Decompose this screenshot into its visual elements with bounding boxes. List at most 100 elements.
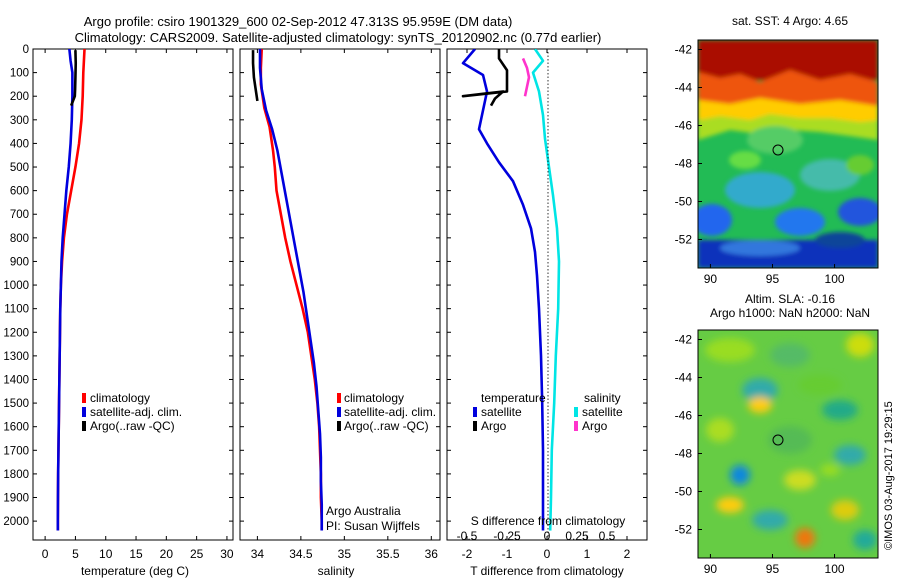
- map-x-tick-label: 100: [825, 272, 845, 286]
- y-tick-label: 500: [10, 162, 29, 174]
- x-tick-label: 34: [251, 547, 265, 561]
- legend-swatch-argo: [82, 421, 86, 431]
- series-line-satellite-adj-clim-: [56, 49, 74, 531]
- legend-label-argo: Argo(..raw -QC): [90, 419, 175, 433]
- map-y-tick-label: -42: [675, 43, 693, 57]
- y-tick-label: 200: [10, 91, 29, 103]
- s-tick-label: 0.25: [565, 529, 589, 543]
- legend-label-temp-satellite: satellite: [481, 405, 522, 419]
- map-y-tick-label: -48: [675, 157, 693, 171]
- legend-swatch-climatology: [337, 393, 341, 403]
- x-tick-label: 1: [584, 547, 591, 561]
- x-tick-label: 5: [72, 547, 79, 561]
- sst-argo-location-marker: [772, 144, 784, 156]
- y-tick-label: 600: [10, 186, 29, 198]
- title-line-2: Climatology: CARS2009. Satellite-adjuste…: [75, 30, 602, 45]
- salinity-annotation-2: PI: Susan Wijffels: [326, 519, 420, 533]
- sst-map-title: sat. SST: 4 Argo: 4.65: [732, 14, 848, 28]
- series-line-salinity-satellite: [531, 49, 561, 531]
- legend-swatch-argo: [337, 421, 341, 431]
- difference-axes: -2 -1 0 1 2 -0.5 -0.25 0 0.25 0.5: [447, 48, 647, 561]
- y-tick-label: 2000: [3, 516, 29, 528]
- map-y-tick-label: -42: [675, 333, 693, 347]
- y-tick-label: 1000: [3, 280, 29, 292]
- sla-map: [698, 330, 878, 558]
- x-tick-label: 35: [338, 547, 352, 561]
- sst-map: [698, 40, 878, 268]
- salinity-legend: climatology satellite-adj. clim. Argo(..…: [337, 391, 436, 433]
- map-x-tick-label: 95: [766, 272, 780, 286]
- legend-swatch-sal-satellite: [574, 407, 578, 417]
- y-tick-label: 1400: [3, 374, 29, 386]
- y-tick-label: 1500: [3, 398, 29, 410]
- x-tick-label: 15: [129, 547, 143, 561]
- y-tick-label: 1300: [3, 351, 29, 363]
- legend-label-satellite: satellite-adj. clim.: [90, 405, 182, 419]
- y-tick-label: 100: [10, 68, 29, 80]
- legend-title-temperature: temperature: [481, 391, 546, 405]
- temperature-axes: 0 5 10 15 20 25 300100200300400500600700800900…: [3, 44, 234, 561]
- legend-label-sal-satellite: satellite: [582, 405, 623, 419]
- x-tick-label: 34.5: [289, 547, 313, 561]
- sla-map-frame: [697, 329, 879, 559]
- sla-map-title-1: Altim. SLA: -0.16: [745, 292, 835, 306]
- difference-legend: temperature salinity satellite Argo sate…: [473, 391, 623, 433]
- map-x-tick-label: 95: [766, 562, 780, 576]
- map-y-tick-label: -44: [675, 371, 693, 385]
- x-tick-label: 2: [624, 547, 631, 561]
- x-tick-label: 20: [160, 547, 174, 561]
- y-tick-label: 1900: [3, 493, 29, 505]
- series-line-satellite-adj-clim-: [258, 49, 324, 531]
- s-tick-label: 0: [544, 529, 551, 543]
- map-y-tick-label: -46: [675, 409, 693, 423]
- sla-map-title-2: Argo h1000: NaN h2000: NaN: [710, 306, 870, 320]
- sla-argo-location-marker: [772, 434, 784, 446]
- difference-xlabel: T difference from climatology: [470, 564, 624, 578]
- s-tick-label: -0.25: [493, 529, 521, 543]
- x-tick-label: -2: [462, 547, 473, 561]
- y-tick-label: 900: [10, 256, 29, 268]
- temperature-plot-frame: [32, 48, 234, 541]
- temperature-legend: climatology satellite-adj. clim. Argo(..…: [82, 391, 182, 433]
- y-tick-label: 400: [10, 138, 29, 150]
- map-y-tick-label: -52: [675, 233, 693, 247]
- legend-label-argo: Argo(..raw -QC): [344, 419, 429, 433]
- salinity-annotation-1: Argo Australia: [326, 504, 401, 518]
- sla-map-axes: 90 95 100 -42 -44 -46 -48 -50 -52: [675, 333, 845, 577]
- series-line-argo-raw-qc-: [251, 50, 259, 102]
- y-tick-label: 700: [10, 209, 29, 221]
- legend-label-climatology: climatology: [90, 391, 150, 405]
- legend-swatch-satellite: [337, 407, 341, 417]
- y-tick-label: 1700: [3, 445, 29, 457]
- legend-label-satellite: satellite-adj. clim.: [344, 405, 436, 419]
- legend-swatch-temp-satellite: [473, 407, 477, 417]
- series-line-temperature-argo: [461, 49, 509, 107]
- temperature-xlabel: temperature (deg C): [81, 564, 189, 578]
- salinity-xlabel: salinity: [318, 564, 355, 578]
- salinity-plot-frame: [239, 48, 441, 541]
- y-tick-label: 1200: [3, 327, 29, 339]
- x-tick-label: 10: [99, 547, 113, 561]
- x-tick-label: 30: [220, 547, 234, 561]
- legend-label-climatology: climatology: [344, 391, 404, 405]
- y-tick-label: 800: [10, 233, 29, 245]
- legend-title-salinity: salinity: [584, 391, 621, 405]
- x-tick-label: -1: [502, 547, 513, 561]
- legend-label-sal-argo: Argo: [582, 419, 608, 433]
- map-y-tick-label: -50: [675, 485, 693, 499]
- map-y-tick-label: -44: [675, 81, 693, 95]
- legend-label-temp-argo: Argo: [481, 419, 507, 433]
- map-y-tick-label: -48: [675, 447, 693, 461]
- salinity-series: [251, 49, 324, 531]
- map-x-tick-label: 90: [704, 272, 718, 286]
- y-tick-label: 1800: [3, 469, 29, 481]
- y-tick-label: 1100: [4, 304, 29, 316]
- s-tick-label: -0.5: [457, 529, 478, 543]
- x-tick-label: 36: [425, 547, 439, 561]
- y-tick-label: 1600: [3, 422, 29, 434]
- legend-swatch-sal-argo: [574, 421, 578, 431]
- sst-map-frame: [697, 39, 879, 269]
- s-tick-label: 0.5: [599, 529, 616, 543]
- temperature-series: [56, 49, 86, 531]
- x-tick-label: 35.5: [376, 547, 400, 561]
